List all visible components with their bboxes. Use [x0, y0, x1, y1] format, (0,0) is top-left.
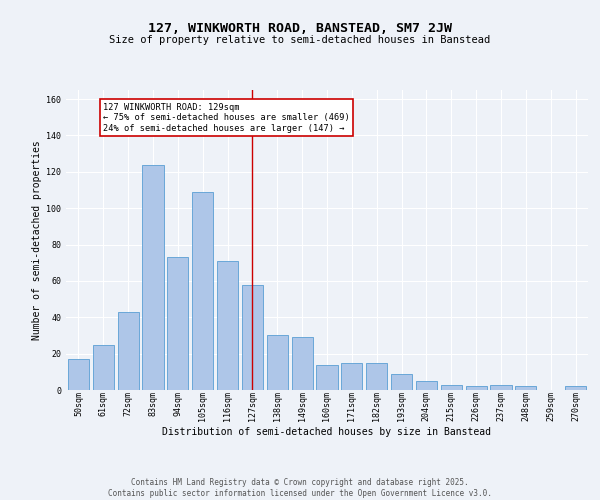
- Text: 127 WINKWORTH ROAD: 129sqm
← 75% of semi-detached houses are smaller (469)
24% o: 127 WINKWORTH ROAD: 129sqm ← 75% of semi…: [103, 102, 350, 132]
- Bar: [292, 338, 313, 390]
- Bar: [391, 374, 412, 390]
- Text: 127, WINKWORTH ROAD, BANSTEAD, SM7 2JW: 127, WINKWORTH ROAD, BANSTEAD, SM7 2JW: [148, 22, 452, 36]
- Bar: [142, 164, 164, 390]
- Bar: [167, 258, 188, 390]
- Bar: [466, 386, 487, 390]
- Bar: [341, 362, 362, 390]
- Bar: [192, 192, 213, 390]
- Text: Size of property relative to semi-detached houses in Banstead: Size of property relative to semi-detach…: [109, 35, 491, 45]
- Bar: [217, 261, 238, 390]
- X-axis label: Distribution of semi-detached houses by size in Banstead: Distribution of semi-detached houses by …: [163, 427, 491, 437]
- Bar: [565, 386, 586, 390]
- Bar: [416, 381, 437, 390]
- Bar: [118, 312, 139, 390]
- Bar: [93, 344, 114, 390]
- Bar: [68, 359, 89, 390]
- Bar: [490, 384, 512, 390]
- Bar: [242, 284, 263, 390]
- Bar: [267, 336, 288, 390]
- Bar: [366, 362, 387, 390]
- Bar: [441, 384, 462, 390]
- Bar: [316, 364, 338, 390]
- Text: Contains HM Land Registry data © Crown copyright and database right 2025.
Contai: Contains HM Land Registry data © Crown c…: [108, 478, 492, 498]
- Bar: [515, 386, 536, 390]
- Y-axis label: Number of semi-detached properties: Number of semi-detached properties: [32, 140, 42, 340]
